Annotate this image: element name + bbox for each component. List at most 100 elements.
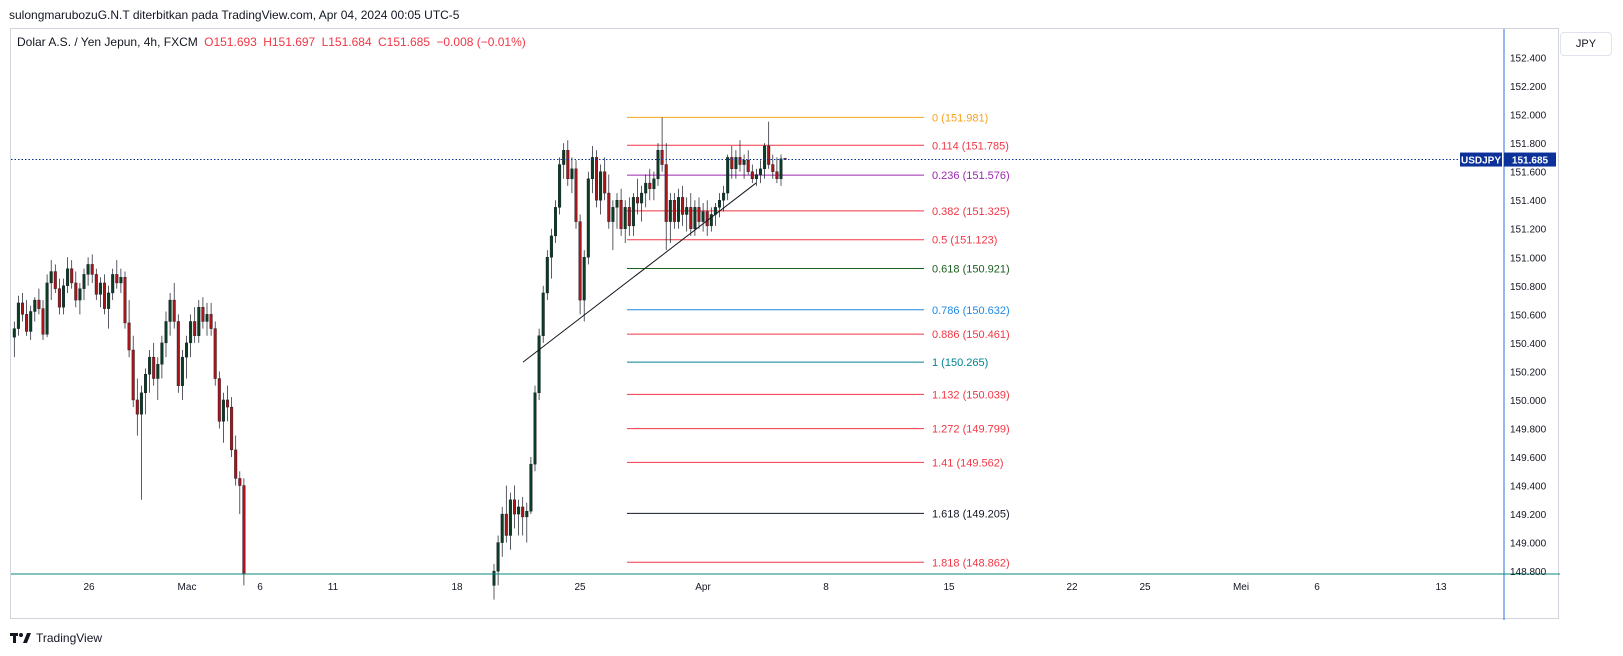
candle-body	[500, 513, 504, 543]
fib-level-label: 0.786 (150.632)	[932, 305, 1010, 317]
candle-body	[25, 314, 29, 332]
fib-level-label: 0.886 (150.461)	[932, 329, 1010, 341]
fib-level-label: 0.5 (151.123)	[932, 235, 997, 247]
trendline[interactable]	[522, 182, 757, 363]
candle-body	[558, 164, 562, 208]
candle-body	[562, 150, 566, 165]
candle-body	[78, 288, 82, 301]
candle-body	[508, 499, 512, 536]
candle-body	[574, 168, 578, 222]
time-tick-label: 6	[1314, 582, 1320, 593]
candle-body	[525, 511, 529, 518]
price-tick-label: 151.800	[1510, 139, 1547, 150]
candles	[12, 117, 787, 600]
candle-body	[66, 268, 70, 287]
candle-body	[734, 157, 738, 170]
candle-body	[82, 274, 86, 289]
candle-body	[29, 311, 33, 332]
candle-body	[213, 328, 217, 379]
candle-body	[217, 378, 221, 422]
candle-body	[570, 168, 574, 180]
candle-body	[660, 150, 664, 165]
candle-body	[595, 157, 599, 201]
fib-level-label: 1.132 (150.039)	[932, 389, 1010, 401]
symbol-legend[interactable]: Dolar A.S. / Yen Jepun, 4h, FXCM O151.69…	[17, 35, 529, 49]
candle-body	[722, 192, 726, 201]
time-tick-label: 26	[83, 582, 95, 593]
fibonacci-extension: 0 (151.981) 0.114 (151.785) 0.236 (151.576…	[627, 112, 1010, 569]
candle-body	[726, 157, 730, 194]
fib-level-label: 1.618 (149.205)	[932, 508, 1010, 520]
candle-body	[578, 221, 582, 301]
candle-body	[49, 271, 53, 284]
currency-button[interactable]: JPY	[1560, 32, 1612, 56]
candle-body	[549, 235, 553, 258]
candle-body	[176, 321, 180, 386]
candle-body	[701, 211, 705, 222]
price-tick-label: 151.000	[1510, 253, 1547, 264]
price-chart[interactable]: 0 (151.981) 0.114 (151.785) 0.236 (151.576…	[11, 29, 1560, 620]
candle-body	[648, 182, 652, 189]
open-value: O151.693	[204, 35, 257, 49]
tradingview-logo[interactable]: TradingView	[10, 631, 102, 645]
price-tick-label: 151.200	[1510, 225, 1547, 236]
price-tick-label: 151.400	[1510, 196, 1547, 207]
price-tick-label: 149.800	[1510, 424, 1547, 435]
candle-body	[41, 308, 45, 335]
fib-level-label: 0.618 (150.921)	[932, 264, 1010, 276]
candle-body	[234, 449, 238, 479]
candle-body	[98, 282, 102, 295]
time-tick-label: 6	[257, 582, 263, 593]
low-value: L151.684	[321, 35, 372, 49]
candle-body	[640, 192, 644, 204]
price-tick-label: 150.000	[1510, 396, 1547, 407]
candle-body	[184, 342, 188, 358]
candle-body	[636, 197, 640, 204]
candle-body	[545, 257, 549, 294]
candle-body	[504, 513, 508, 536]
candle-body	[718, 200, 722, 208]
candle-body	[672, 200, 676, 222]
price-tick-label: 150.400	[1510, 339, 1547, 350]
candle-body	[94, 274, 98, 295]
time-tick-label: Mei	[1233, 582, 1249, 593]
candle-body	[697, 207, 701, 222]
candle-body	[730, 157, 734, 170]
time-tick-label: Mac	[178, 582, 197, 593]
candle-body	[62, 285, 66, 308]
candle-body	[693, 207, 697, 229]
candle-body	[554, 207, 558, 237]
price-tick-label: 150.200	[1510, 367, 1547, 378]
time-tick-label: 25	[574, 582, 586, 593]
trendline-layer	[522, 182, 757, 363]
change-value: −0.008 (−0.01%)	[436, 35, 526, 49]
candle-body	[492, 570, 496, 586]
candle-body	[225, 399, 229, 408]
time-tick-label: 22	[1066, 582, 1078, 593]
candle-body	[656, 150, 660, 180]
candle-body	[20, 302, 24, 315]
candle-body	[566, 150, 570, 180]
candle-body	[189, 321, 193, 344]
candle-body	[513, 499, 517, 515]
candle-body	[599, 171, 603, 201]
candle-body	[537, 335, 541, 394]
symbol-badge	[1460, 152, 1502, 167]
chart-frame[interactable]: 0 (151.981) 0.114 (151.785) 0.236 (151.576…	[10, 28, 1560, 620]
fib-level-label: 1.272 (149.799)	[932, 424, 1010, 436]
candle-body	[209, 314, 213, 329]
candle-body	[70, 268, 74, 284]
candle-body	[53, 271, 57, 289]
candle-body	[582, 257, 586, 301]
price-badge-label: 151.685	[1512, 156, 1549, 167]
candle-body	[148, 356, 152, 375]
candle-body	[16, 302, 20, 329]
time-tick-label: 11	[328, 582, 339, 593]
fib-level-label: 1 (150.265)	[932, 357, 988, 369]
candle-body	[533, 392, 537, 465]
price-tick-label: 150.800	[1510, 282, 1547, 293]
candle-body	[615, 200, 619, 208]
fib-level-label: 1.41 (149.562)	[932, 457, 1004, 469]
candle-body	[652, 178, 656, 189]
candle-body	[771, 164, 775, 172]
